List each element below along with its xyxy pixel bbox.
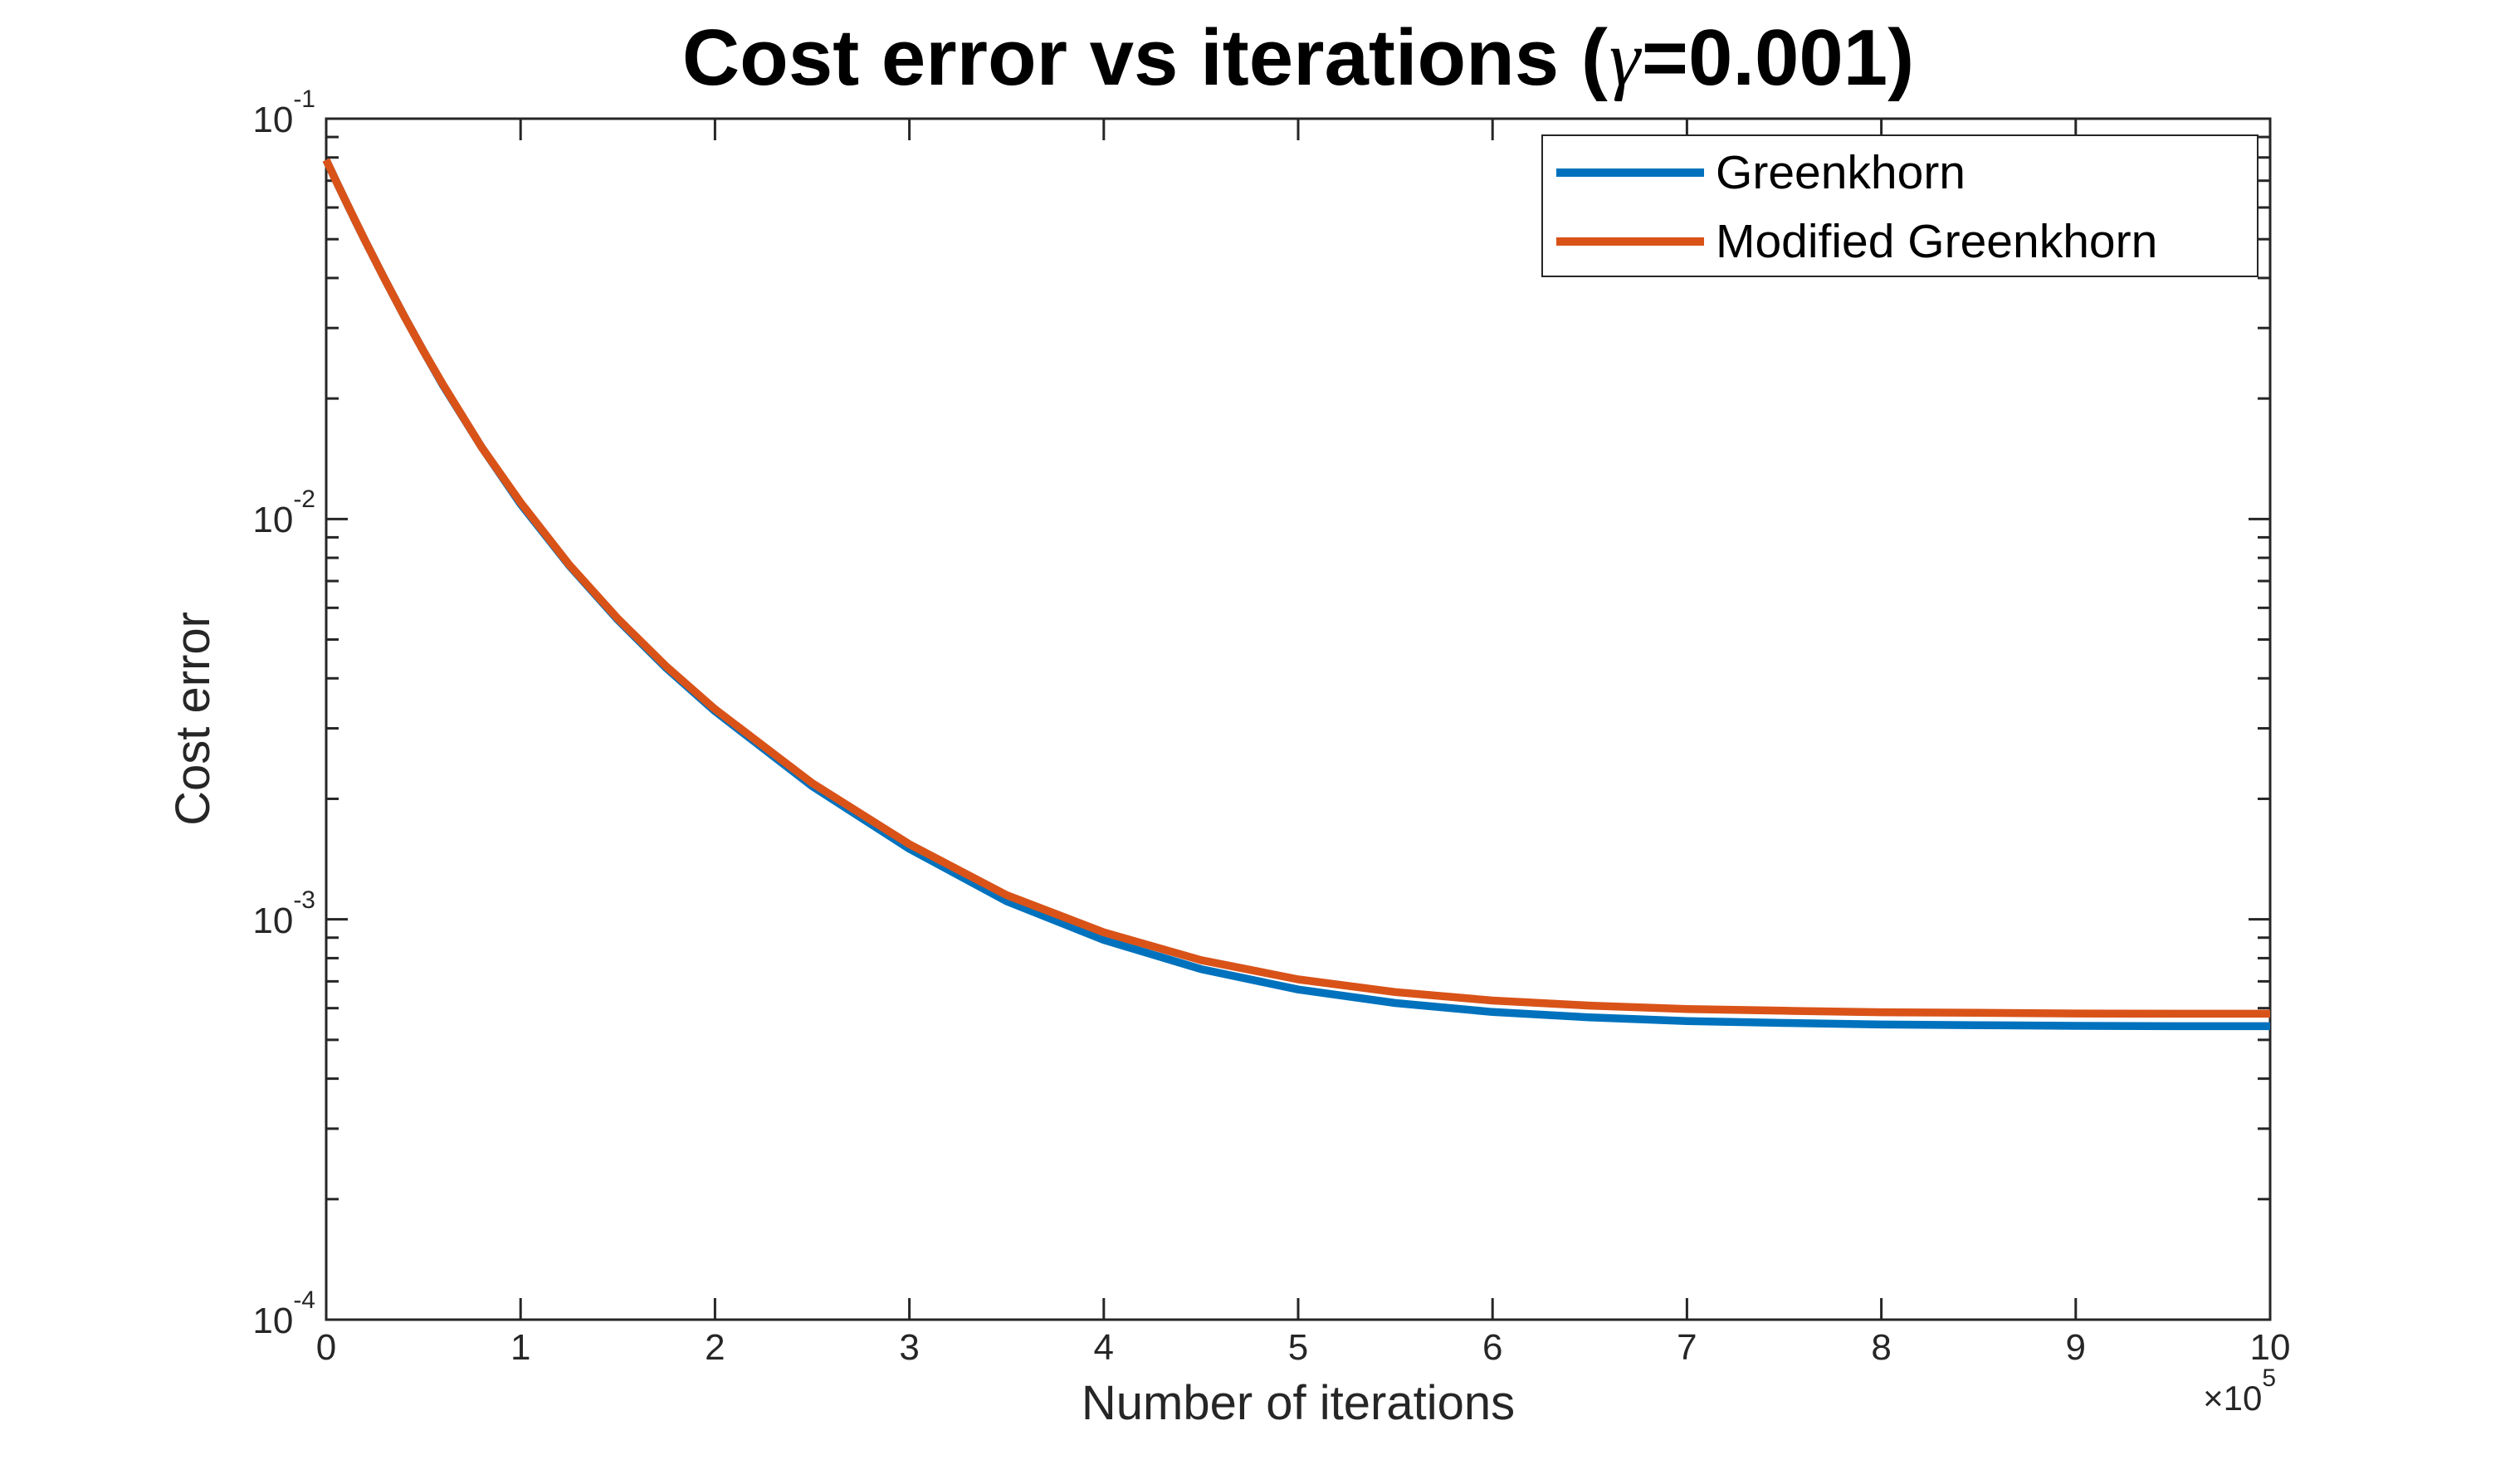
y-tick-label-10e-2: 10-2 — [252, 487, 315, 541]
modified-greenkhorn-line-swatch — [1556, 237, 1704, 246]
x-tick-label-7: 7 — [1677, 1327, 1697, 1368]
y-tick-exponent: -4 — [293, 1286, 315, 1315]
y-tick-label-10e-3: 10-3 — [252, 887, 315, 941]
x-tick-label-1: 1 — [510, 1327, 531, 1368]
y-tick-exponent: -1 — [293, 85, 315, 114]
greenkhorn-line-swatch — [1556, 168, 1704, 177]
y-tick-label-10e-4: 10-4 — [252, 1288, 315, 1341]
x-axis-multiplier-base: ×10 — [2203, 1379, 2263, 1418]
x-tick-label-8: 8 — [1871, 1327, 1892, 1368]
x-tick-label-5: 5 — [1287, 1327, 1309, 1368]
y-tick-exponent: -2 — [293, 486, 315, 514]
title-gamma-symbol: γ — [1609, 16, 1640, 102]
y-tick-base: 10 — [252, 99, 294, 140]
legend-entry-modified-greenkhorn: Modified Greenkhorn — [1556, 214, 2158, 268]
y-tick-label-10e-1: 10-1 — [252, 87, 315, 140]
title-suffix: =0.001) — [1641, 13, 1915, 102]
legend: Greenkhorn Modified Greenkhorn — [1541, 134, 2259, 277]
legend-label-greenkhorn: Greenkhorn — [1716, 145, 1966, 199]
x-tick-label-4: 4 — [1093, 1327, 1115, 1368]
chart-title: Cost error vs iterations (γ=0.001) — [682, 18, 1914, 99]
x-tick-label-6: 6 — [1482, 1327, 1503, 1368]
x-tick-label-10: 10 — [2249, 1327, 2291, 1368]
x-tick-label-2: 2 — [705, 1327, 725, 1368]
x-tick-label-0: 0 — [315, 1327, 337, 1368]
x-tick-label-3: 3 — [899, 1327, 920, 1368]
x-axis-label: Number of iterations — [1081, 1376, 1516, 1430]
x-axis-multiplier-exponent: 5 — [2262, 1364, 2276, 1392]
modified-greenkhorn-line — [322, 158, 2270, 1018]
legend-label-modified-greenkhorn: Modified Greenkhorn — [1716, 214, 2158, 268]
axes-frame — [325, 117, 2272, 1321]
y-axis-label: Cost error — [166, 612, 220, 826]
legend-entry-greenkhorn: Greenkhorn — [1556, 149, 1966, 196]
y-tick-base: 10 — [252, 900, 294, 941]
greenkhorn-line — [322, 158, 2270, 1031]
y-tick-base: 10 — [252, 500, 294, 541]
title-prefix: Cost error vs iterations ( — [681, 13, 1608, 102]
x-tick-label-9: 9 — [2065, 1327, 2087, 1368]
x-axis-multiplier: ×105 — [2203, 1366, 2276, 1418]
y-tick-base: 10 — [252, 1300, 294, 1341]
y-tick-exponent: -3 — [293, 886, 315, 914]
